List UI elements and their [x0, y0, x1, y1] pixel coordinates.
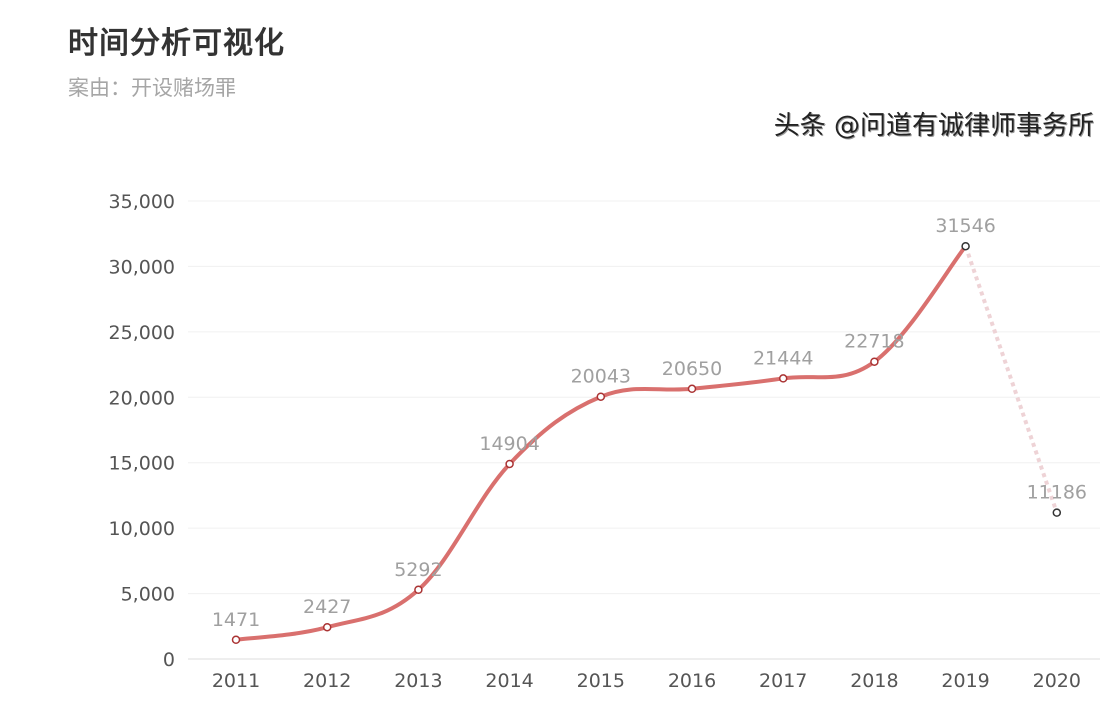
data-label: 11186 — [1027, 482, 1087, 504]
x-tick-label: 2013 — [394, 670, 442, 692]
data-label: 21444 — [753, 347, 813, 369]
x-tick-label: 2018 — [850, 670, 898, 692]
x-tick-label: 2015 — [577, 670, 625, 692]
x-tick-label: 2017 — [759, 670, 807, 692]
data-point — [1052, 508, 1062, 517]
data-label: 22718 — [844, 331, 904, 353]
y-tick-label: 35,000 — [109, 191, 175, 213]
x-tick-label: 2011 — [212, 670, 260, 692]
data-point — [596, 392, 606, 401]
y-tick-label: 0 — [163, 649, 175, 671]
data-point — [322, 622, 332, 632]
y-tick-label: 20,000 — [109, 387, 175, 409]
series-line-dotted — [963, 245, 1059, 514]
data-point — [870, 357, 879, 366]
page-title: 时间分析可视化 — [68, 26, 285, 61]
page-subtitle: 案由：开设赌场罪 — [68, 76, 236, 100]
y-tick-label: 5,000 — [121, 584, 175, 606]
data-point — [687, 384, 697, 394]
data-label: 5292 — [394, 559, 442, 581]
x-tick-label: 2012 — [303, 670, 351, 692]
data-label: 2427 — [303, 596, 351, 618]
y-tick-label: 15,000 — [109, 453, 175, 475]
data-label: 20043 — [571, 366, 631, 388]
data-label: 20650 — [662, 358, 722, 380]
data-point — [505, 459, 514, 469]
x-tick-label: 2020 — [1033, 670, 1081, 692]
y-tick-label: 10,000 — [109, 518, 175, 540]
data-label: 31546 — [935, 215, 995, 237]
x-tick-label: 2019 — [941, 670, 989, 692]
y-tick-label: 30,000 — [109, 256, 175, 278]
y-tick-label: 25,000 — [109, 322, 175, 344]
x-tick-label: 2016 — [668, 670, 716, 692]
watermark: 头条 @问道有诚律师事务所 — [767, 110, 1100, 142]
series-line — [234, 244, 968, 642]
data-point — [961, 241, 970, 251]
data-label: 14904 — [479, 433, 539, 455]
data-point — [414, 585, 423, 595]
x-tick-label: 2014 — [485, 670, 533, 692]
data-point — [778, 374, 788, 383]
data-point — [231, 635, 241, 645]
data-label: 1471 — [212, 609, 260, 631]
